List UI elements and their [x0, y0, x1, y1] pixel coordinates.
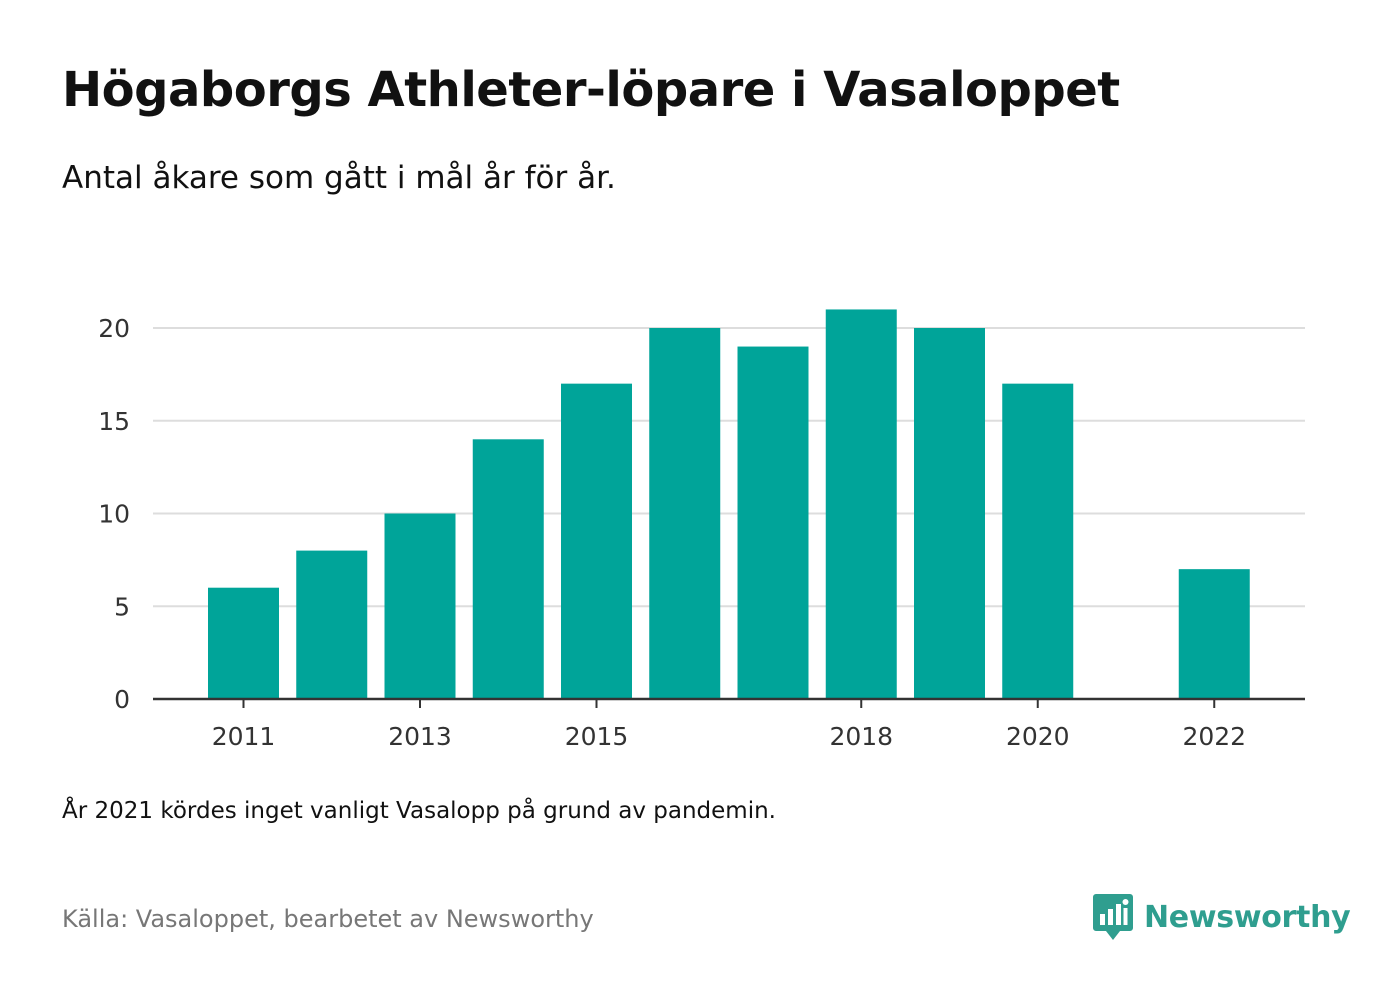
y-tick-label: 0	[114, 685, 130, 714]
x-tick-label: 2020	[1006, 722, 1070, 751]
bar-2019	[914, 328, 985, 699]
bar-2015	[561, 383, 632, 699]
bar-2013	[384, 513, 456, 699]
bar-2020	[1002, 383, 1074, 699]
bar-2017	[737, 346, 809, 699]
bar-2011	[208, 587, 279, 699]
newsworthy-logo-icon	[1093, 894, 1133, 940]
source-text: Källa: Vasaloppet, bearbetet av Newswort…	[62, 905, 594, 933]
bar-2022	[1178, 569, 1250, 699]
chart-subtitle: Antal åkare som gått i mål år för år.	[62, 160, 616, 196]
x-tick-label: 2022	[1182, 722, 1246, 751]
y-tick-label: 10	[98, 500, 130, 529]
brand-name: Newsworthy	[1144, 899, 1351, 935]
y-tick-label: 15	[98, 407, 130, 436]
chart-title: Högaborgs Athleter-löpare i Vasaloppet	[62, 62, 1120, 118]
footnote: År 2021 kördes inget vanligt Vasalopp på…	[62, 798, 776, 824]
bar-2016	[649, 328, 721, 699]
y-tick-label: 20	[98, 314, 130, 343]
bar-2012	[296, 550, 368, 699]
x-tick-label: 2015	[565, 722, 629, 751]
y-tick-label: 5	[114, 592, 130, 621]
bar-2018	[825, 309, 897, 699]
bar-2014	[472, 439, 544, 699]
brand-logo: Newsworthy	[1092, 892, 1351, 942]
bars	[208, 309, 1250, 699]
x-tick-label: 2011	[212, 722, 276, 751]
axes: 0 5 10 15 20 2011 2013 2015 2018 2020 2022	[98, 314, 1305, 751]
x-tick-label: 2013	[388, 722, 452, 751]
x-tick-label: 2018	[829, 722, 893, 751]
